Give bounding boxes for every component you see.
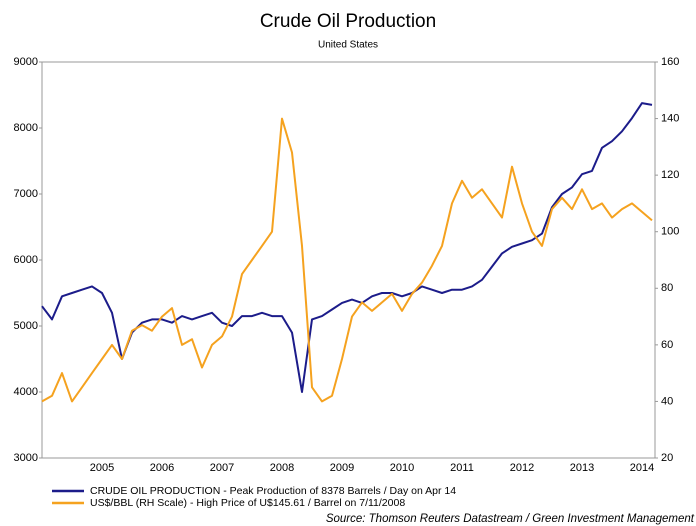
y2-tick-label: 60 bbox=[661, 339, 673, 351]
x-tick-label: 2008 bbox=[270, 462, 294, 474]
x-tick-label: 2007 bbox=[210, 462, 234, 474]
y-tick-label: 7000 bbox=[14, 188, 38, 200]
x-tick-label: 2014 bbox=[630, 462, 654, 474]
y2-tick-label: 160 bbox=[661, 56, 679, 68]
x-tick-label: 2011 bbox=[450, 462, 474, 474]
legend-label: US$/BBL (RH Scale) - High Price of U$145… bbox=[90, 497, 405, 509]
x-tick-label: 2005 bbox=[90, 462, 114, 474]
y2-tick-label: 120 bbox=[661, 169, 679, 181]
y2-tick-label: 80 bbox=[661, 282, 673, 294]
y-tick-label: 9000 bbox=[14, 56, 38, 68]
legend-label: CRUDE OIL PRODUCTION - Peak Production o… bbox=[90, 485, 456, 497]
plot-frame bbox=[41, 61, 656, 459]
chart-subtitle: United States bbox=[318, 40, 378, 51]
x-tick-label: 2012 bbox=[510, 462, 534, 474]
y2-tick-label: 140 bbox=[661, 112, 679, 124]
series-line bbox=[41, 102, 653, 393]
x-tick-label: 2009 bbox=[330, 462, 354, 474]
series-line bbox=[41, 117, 653, 403]
x-tick-label: 2013 bbox=[570, 462, 594, 474]
y2-tick-label: 20 bbox=[661, 452, 673, 464]
y-tick-label: 8000 bbox=[14, 122, 38, 134]
y-tick-label: 6000 bbox=[14, 254, 38, 266]
y2-tick-label: 40 bbox=[661, 395, 673, 407]
y-tick-label: 4000 bbox=[14, 386, 38, 398]
y-tick-label: 3000 bbox=[14, 452, 38, 464]
source-note: Source: Thomson Reuters Datastream / Gre… bbox=[326, 513, 695, 525]
y2-tick-label: 100 bbox=[661, 226, 679, 238]
y-tick-label: 5000 bbox=[14, 320, 38, 332]
x-tick-label: 2006 bbox=[150, 462, 174, 474]
chart-title: Crude Oil Production bbox=[260, 11, 436, 32]
x-tick-label: 2010 bbox=[390, 462, 414, 474]
